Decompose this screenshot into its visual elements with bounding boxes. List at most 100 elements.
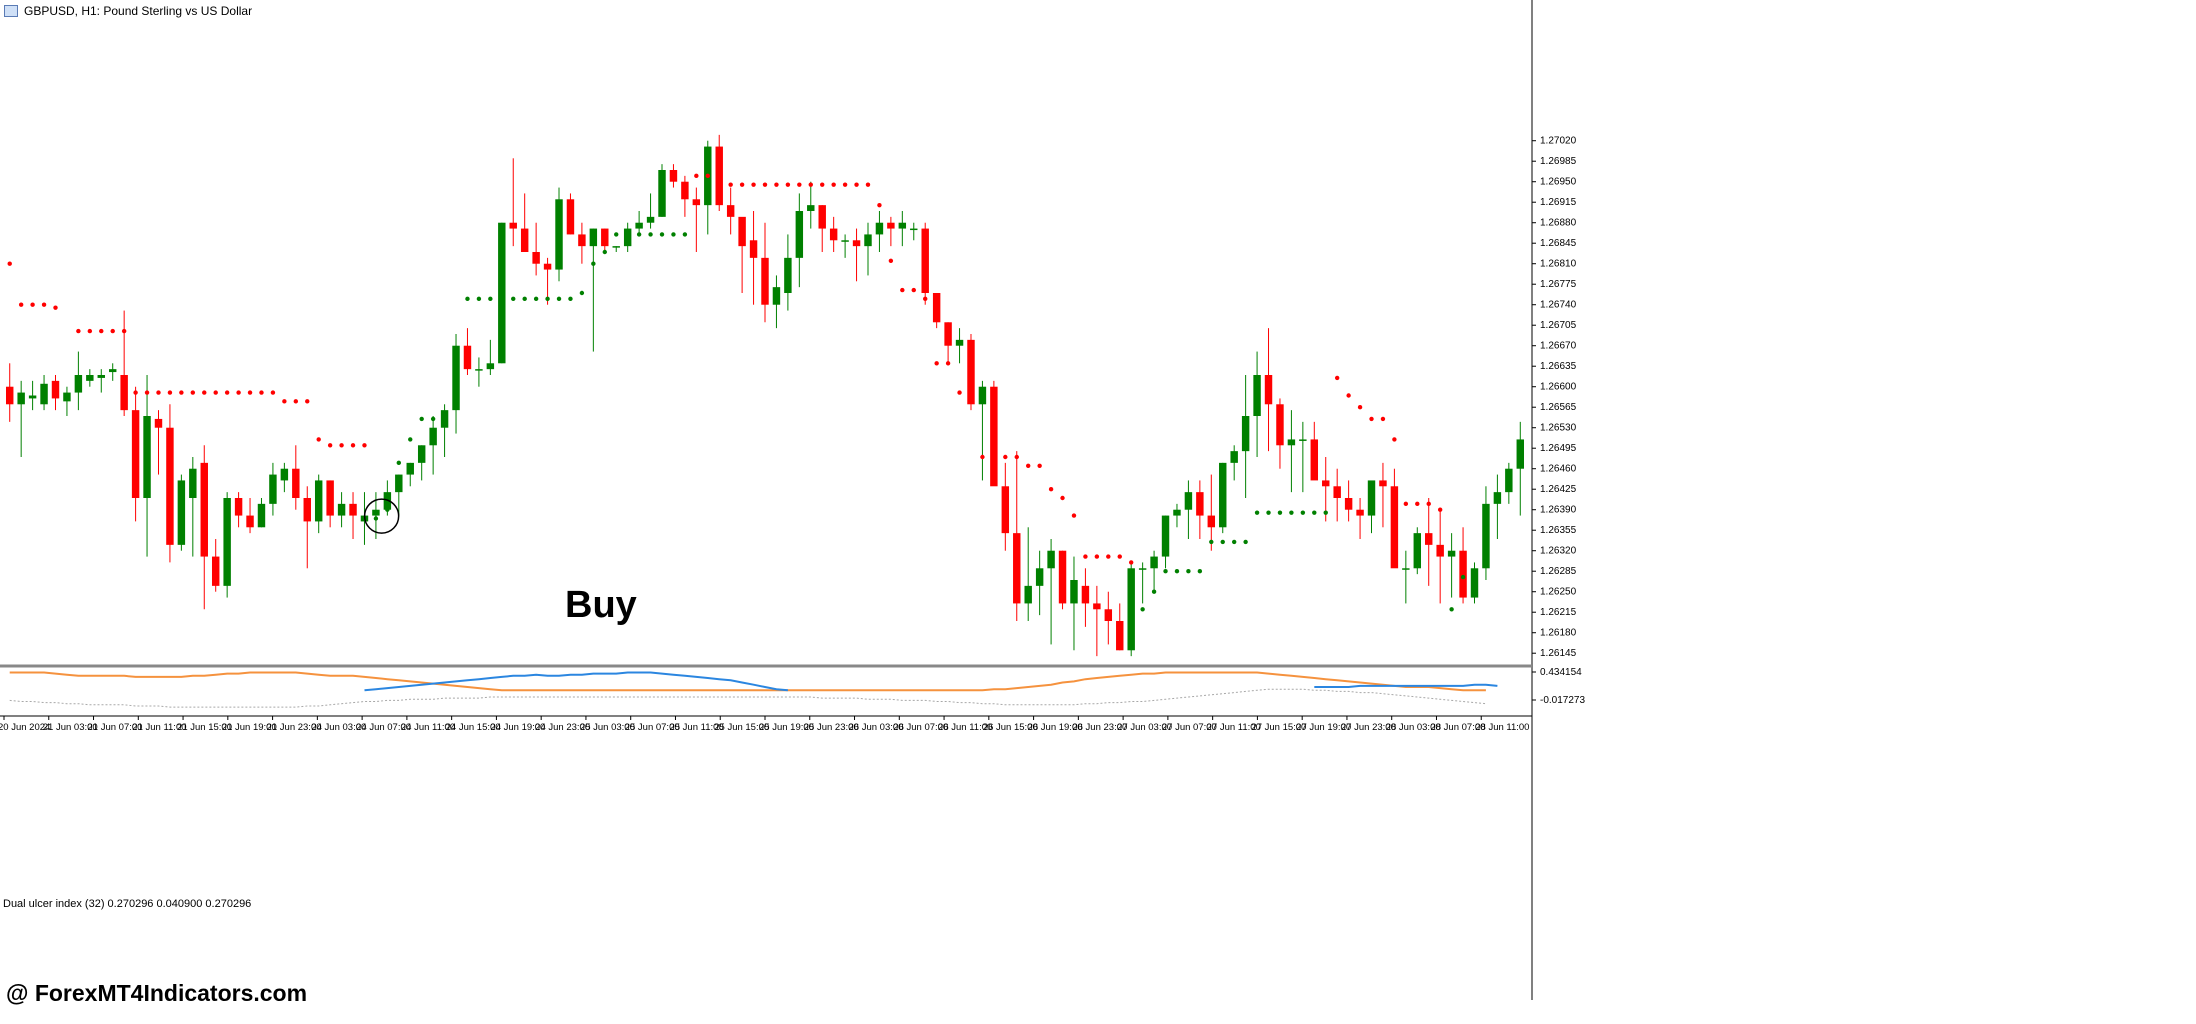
candle-body xyxy=(887,222,895,229)
psar-dot xyxy=(442,416,447,422)
psar-dot xyxy=(945,361,951,366)
candle-body xyxy=(417,445,426,463)
candle-body xyxy=(921,228,929,293)
price-tick-label: 1.26810 xyxy=(1540,259,1577,270)
psar-dot xyxy=(1392,437,1397,442)
price-axis: 1.27020 1.26985 1.26950 1.26915 1.26880 1.268… xyxy=(1532,136,1585,706)
psar-dot xyxy=(1037,463,1042,468)
psar-dot xyxy=(453,366,459,372)
time-tick-label: 25 Jun 15:00 xyxy=(714,722,769,733)
candle-body xyxy=(498,222,506,364)
time-tick-label: 26 Jun 19:00 xyxy=(1028,722,1083,733)
candle-body xyxy=(1093,603,1101,610)
psar-dot xyxy=(202,390,207,395)
candle-body xyxy=(269,474,277,504)
price-tick-label: 1.26915 xyxy=(1540,197,1577,208)
psar-dot xyxy=(533,296,539,302)
psar-dot xyxy=(888,258,894,263)
psar-dot xyxy=(99,328,104,334)
price-tick-label: 1.26460 xyxy=(1540,464,1577,475)
time-tick-label: 21 Jun 03:00 xyxy=(43,722,98,733)
psar-dot xyxy=(430,416,436,422)
time-tick-label: 26 Jun 15:00 xyxy=(983,722,1038,733)
psar-dot xyxy=(1357,405,1363,410)
psar-dot xyxy=(1140,607,1145,612)
indicator-line-gray xyxy=(9,688,1486,708)
psar-dot xyxy=(133,390,138,395)
candle-body xyxy=(726,205,735,217)
time-tick-label: 27 Jun 03:00 xyxy=(1117,722,1172,733)
psar-dot xyxy=(110,328,115,334)
candle-body xyxy=(967,339,975,405)
psar-dot xyxy=(625,232,630,237)
candle-body xyxy=(681,181,689,200)
psar-dot xyxy=(1289,510,1294,515)
candle-body xyxy=(292,468,300,498)
psar-dot xyxy=(751,182,756,187)
psar-dot xyxy=(728,182,733,187)
candle-body xyxy=(612,246,620,248)
candle-body xyxy=(143,416,151,498)
psar-dot xyxy=(1106,554,1111,559)
psar-dot xyxy=(522,296,527,302)
candle-body xyxy=(898,222,907,229)
psar-dot xyxy=(1323,510,1328,515)
indicator-label: Dual ulcer index (32) 0.270296 0.040900 … xyxy=(3,898,252,910)
psar-dot xyxy=(1380,416,1386,422)
candle-body xyxy=(932,293,941,323)
candle-body xyxy=(601,228,609,247)
candle-body xyxy=(623,228,632,247)
candle-body xyxy=(1264,375,1273,405)
candle-body xyxy=(1173,509,1181,516)
chart-window-icon xyxy=(4,5,18,17)
candle-body xyxy=(1310,439,1319,481)
psar-dot xyxy=(1254,510,1260,515)
candle-body xyxy=(1413,533,1422,569)
candle-body xyxy=(383,492,392,510)
psar-dot xyxy=(419,416,424,422)
candle-body xyxy=(829,228,838,241)
time-tick-label: 27 Jun 19:00 xyxy=(1296,722,1351,733)
psar-dot xyxy=(259,390,264,395)
psar-dot xyxy=(1026,463,1031,468)
candle-body xyxy=(658,170,666,217)
psar-dot xyxy=(236,390,241,395)
candle-body xyxy=(97,375,105,378)
psar-dot xyxy=(1163,569,1168,574)
psar-dot xyxy=(1437,507,1443,512)
candle-body xyxy=(1276,404,1284,446)
candle-body xyxy=(452,345,460,411)
candle-body xyxy=(326,480,334,516)
psar-dot xyxy=(7,261,12,266)
psar-dot xyxy=(18,302,24,307)
candle-body xyxy=(280,468,289,481)
candle-body xyxy=(1184,492,1193,510)
psar-dot xyxy=(1483,548,1489,553)
psar-dot xyxy=(1403,501,1409,507)
indicator-pane xyxy=(9,671,1498,708)
candle-body xyxy=(475,369,483,371)
price-tick-label: 1.26740 xyxy=(1540,300,1577,311)
time-tick-label: 25 Jun 03:00 xyxy=(580,722,635,733)
candle-body xyxy=(1390,486,1399,569)
psar-dot xyxy=(877,202,882,208)
candle-body xyxy=(108,369,117,373)
psar-dot xyxy=(854,182,859,187)
chart-header: GBPUSD, H1: Pound Sterling vs US Dollar xyxy=(4,4,252,18)
candle-body xyxy=(1150,556,1158,569)
psar-dot xyxy=(76,328,81,334)
price-tick-label: 1.26845 xyxy=(1540,238,1577,249)
psar-dot xyxy=(385,507,390,512)
psar-dot xyxy=(1220,539,1225,545)
candle-body xyxy=(520,228,529,252)
candle-body xyxy=(1013,533,1021,604)
price-tick-label: 1.26565 xyxy=(1540,402,1577,413)
candle-body xyxy=(807,205,815,211)
candle-body xyxy=(1493,492,1502,504)
time-tick-label: 27 Jun 07:00 xyxy=(1162,722,1217,733)
psar-dot xyxy=(373,516,379,521)
candle-body xyxy=(6,386,14,405)
price-tick-label: 1.26390 xyxy=(1540,505,1577,516)
psar-dot xyxy=(1128,560,1134,565)
